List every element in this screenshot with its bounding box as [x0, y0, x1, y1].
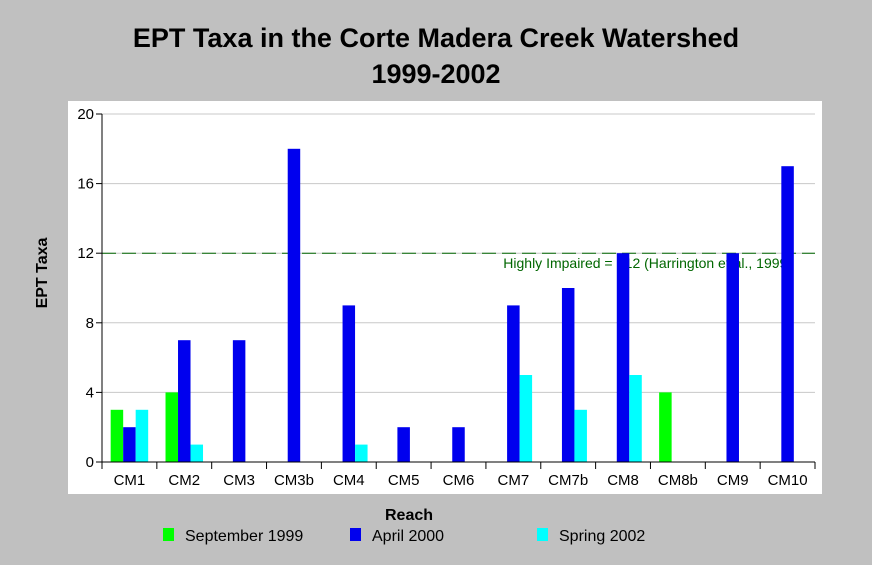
x-axis-label: Reach [385, 507, 433, 524]
bar [165, 392, 179, 462]
bar [452, 427, 465, 462]
bar [507, 305, 520, 462]
bar [519, 375, 533, 462]
chart-title: EPT Taxa in the Corte Madera Creek Water… [133, 23, 739, 53]
axes [101, 114, 815, 463]
y-axis-label: EPT Taxa [34, 237, 51, 308]
x-tick-label: CM3b [274, 472, 314, 489]
legend-swatch [350, 528, 361, 541]
x-tick-label: CM8 [607, 472, 639, 489]
y-tick-label: 16 [77, 176, 94, 193]
chart-subtitle: 1999-2002 [371, 59, 500, 89]
plot-area [68, 101, 822, 494]
x-tick-label: CM8b [658, 472, 698, 489]
legend-swatch [163, 528, 174, 541]
bar [342, 305, 356, 462]
bar [123, 427, 136, 462]
reference-line-label: Highly Impaired = <12 (Harrington et al.… [503, 255, 792, 271]
bars [110, 148, 794, 463]
x-tick-label: CM3 [223, 472, 255, 489]
x-tick-label: CM7b [548, 472, 588, 489]
bar [616, 253, 630, 462]
x-tick-label: CM6 [443, 472, 475, 489]
legend: September 1999 April 2000 Spring 2002 [163, 528, 645, 545]
x-tick-label: CM5 [388, 472, 420, 489]
bar [287, 148, 301, 463]
y-tick-label: 0 [86, 454, 94, 471]
x-tick-label: CM4 [333, 472, 365, 489]
bar [135, 409, 149, 462]
legend-label: September 1999 [185, 528, 303, 545]
y-tick-label: 8 [86, 315, 94, 332]
bar [659, 392, 672, 462]
grid-lines [102, 113, 815, 393]
bar [190, 444, 204, 462]
bar [178, 340, 191, 462]
bar [561, 288, 575, 462]
y-tick-label: 20 [77, 106, 94, 123]
bar [397, 427, 410, 462]
reference-line-group: Highly Impaired = <12 (Harrington et al.… [102, 252, 815, 271]
x-tick-labels: CM1 CM2 CM3 CM3b CM4 CM5 CM6 CM7 CM7b CM8 CM8b CM9 C… [101, 462, 816, 489]
bar [355, 444, 368, 462]
legend-swatch [537, 528, 548, 541]
bar [726, 253, 739, 462]
x-tick-label: CM10 [768, 472, 808, 489]
bar [781, 166, 794, 462]
bar [629, 375, 642, 462]
x-tick-label: CM2 [168, 472, 200, 489]
bar [574, 409, 587, 462]
legend-label: Spring 2002 [559, 528, 645, 545]
x-tick-label: CM7 [498, 472, 530, 489]
legend-label: April 2000 [372, 528, 444, 545]
x-tick-label: CM9 [717, 472, 749, 489]
y-tick-label: 4 [86, 384, 94, 401]
y-tick-label: 12 [77, 245, 94, 262]
x-tick-label: CM1 [114, 472, 146, 489]
y-tick-labels: 0 4 8 12 16 20 [77, 106, 102, 471]
bar [232, 340, 246, 462]
bar [110, 409, 124, 462]
